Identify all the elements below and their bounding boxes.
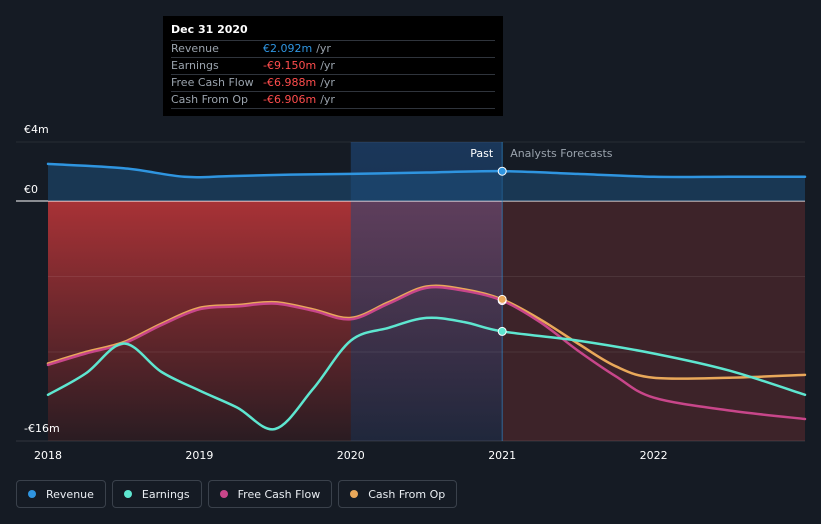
tooltip-date: Dec 31 2020 <box>171 22 495 41</box>
tooltip-unit: /yr <box>320 93 335 106</box>
x-tick-label: 2021 <box>488 449 516 462</box>
legend-item-revenue[interactable]: Revenue <box>16 480 106 508</box>
legend-label: Revenue <box>46 487 94 501</box>
tooltip-row-earnings: Earnings -€9.150m /yr <box>171 58 495 75</box>
chart-series-lines <box>46 162 807 431</box>
y-tick-label: €4m <box>24 123 49 136</box>
past-label: Past <box>470 147 494 160</box>
series-line-revenue <box>46 162 807 179</box>
x-tick-label: 2018 <box>34 449 62 462</box>
chart-labels: €4m €0 -€16m 2018 2019 2020 2021 2022 Past Analys… <box>24 123 668 462</box>
x-tick-label: 2022 <box>640 449 668 462</box>
tooltip: Dec 31 2020 Revenue €2.092m /yr Earnings… <box>163 16 503 116</box>
tooltip-value: -€6.906m <box>263 93 317 106</box>
tooltip-label: Cash From Op <box>171 93 249 106</box>
tooltip-value: -€6.988m <box>263 76 317 89</box>
legend: Revenue Earnings Free Cash Flow Cash Fro… <box>16 480 458 508</box>
forecast-negative-area <box>502 201 805 441</box>
legend-item-earnings[interactable]: Earnings <box>111 480 202 508</box>
tooltip-row-revenue: Revenue €2.092m /yr <box>171 41 495 58</box>
chart-areas <box>48 163 805 201</box>
legend-dot-icon <box>219 490 228 498</box>
legend-label: Earnings <box>141 487 190 501</box>
chart-markers <box>497 166 507 336</box>
marker-cash-from-op <box>497 294 507 304</box>
marker-earnings <box>497 326 507 336</box>
series-line-free-cash-flow <box>46 285 807 421</box>
tooltip-unit: /yr <box>316 42 331 55</box>
tooltip-label: Free Cash Flow <box>171 76 254 89</box>
tooltip-label: Revenue <box>171 42 219 55</box>
legend-dot-icon <box>123 490 132 498</box>
legend-label: Free Cash Flow <box>237 487 321 501</box>
legend-label: Cash From Op <box>368 487 446 501</box>
series-line-earnings <box>46 316 807 431</box>
revenue-area <box>48 163 805 201</box>
x-tick-label: 2020 <box>337 449 365 462</box>
marker-revenue <box>497 166 507 176</box>
legend-dot-icon <box>350 490 359 498</box>
chart-background <box>48 142 805 441</box>
y-tick-label: -€16m <box>24 422 60 435</box>
tooltip-label: Earnings <box>171 59 219 72</box>
tooltip-value: -€9.150m <box>263 59 317 72</box>
tooltip-unit: /yr <box>320 59 335 72</box>
legend-dot-icon <box>28 490 36 498</box>
series-line-cash-from-op <box>46 284 807 380</box>
tooltip-unit: /yr <box>320 76 335 89</box>
tooltip-row-cash-from-op: Cash From Op -€6.906m /yr <box>171 92 495 109</box>
legend-item-free-cash-flow[interactable]: Free Cash Flow <box>207 480 333 508</box>
forecast-label: Analysts Forecasts <box>510 147 613 160</box>
y-tick-label: €0 <box>24 183 38 196</box>
legend-item-cash-from-op[interactable]: Cash From Op <box>338 480 458 508</box>
tooltip-row-free-cash-flow: Free Cash Flow -€6.988m /yr <box>171 75 495 92</box>
x-tick-label: 2019 <box>185 449 213 462</box>
tooltip-value: €2.092m <box>263 42 313 55</box>
